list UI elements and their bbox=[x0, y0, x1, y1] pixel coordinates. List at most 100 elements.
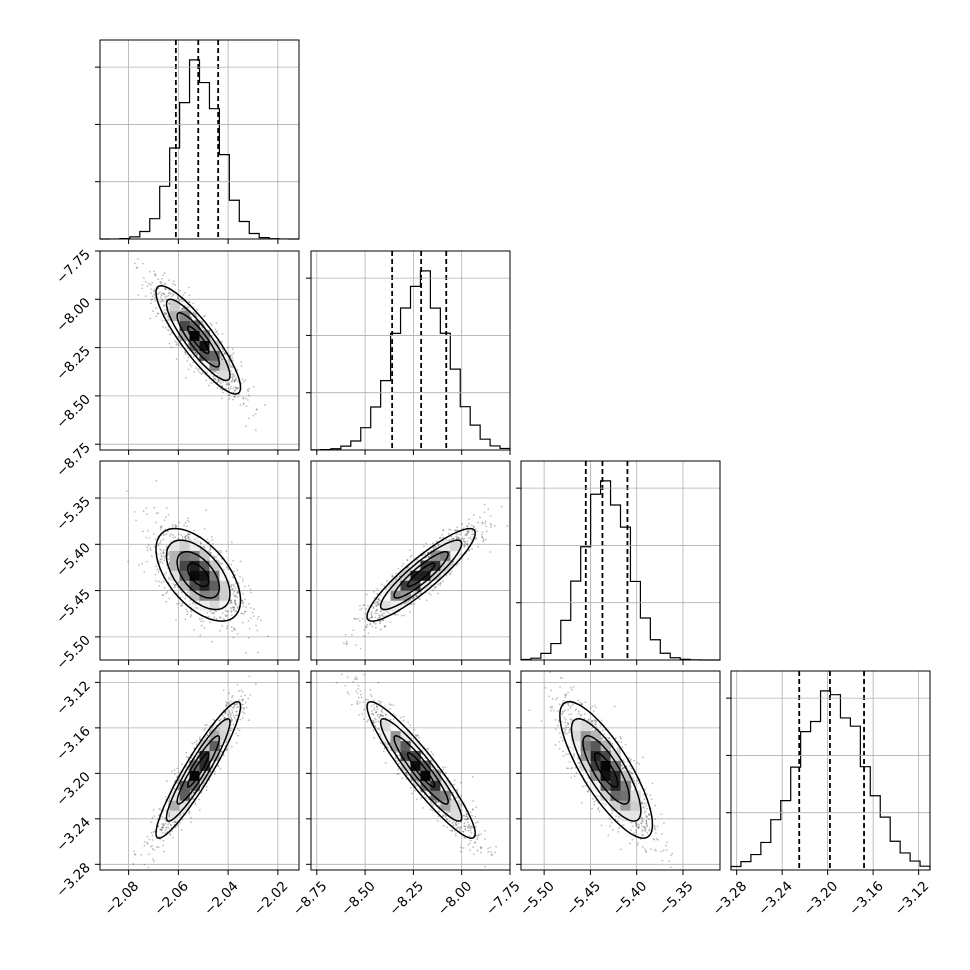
sample-point bbox=[223, 716, 226, 719]
sample-point bbox=[154, 299, 157, 302]
sample-point bbox=[173, 586, 176, 589]
sample-point bbox=[175, 343, 178, 346]
sample-point bbox=[376, 612, 378, 615]
sample-point bbox=[154, 273, 157, 276]
sample-point bbox=[160, 556, 163, 559]
sample-point bbox=[180, 308, 183, 311]
sample-point bbox=[227, 713, 229, 716]
sample-point bbox=[255, 408, 258, 411]
sample-point bbox=[471, 533, 474, 536]
sample-point bbox=[190, 821, 193, 824]
sample-point bbox=[164, 288, 167, 291]
sample-point bbox=[198, 809, 201, 811]
sample-point bbox=[471, 530, 474, 532]
sample-point bbox=[487, 508, 490, 511]
density-cell bbox=[199, 550, 210, 561]
sample-point bbox=[184, 353, 187, 356]
sample-point bbox=[148, 537, 151, 539]
sample-point bbox=[168, 815, 171, 818]
sample-point bbox=[164, 796, 167, 798]
sample-point bbox=[193, 741, 196, 744]
sample-point bbox=[404, 602, 406, 605]
sample-point bbox=[409, 603, 412, 606]
sample-point bbox=[217, 333, 220, 336]
sample-point bbox=[172, 534, 175, 537]
sample-point bbox=[228, 398, 231, 400]
sample-point bbox=[185, 538, 187, 540]
sample-point bbox=[188, 301, 191, 303]
sample-point bbox=[448, 528, 451, 531]
sample-point bbox=[125, 490, 128, 493]
sample-point bbox=[436, 540, 438, 543]
density-cell bbox=[169, 300, 180, 312]
sample-point bbox=[172, 293, 175, 295]
sample-point bbox=[456, 537, 458, 540]
sample-point bbox=[177, 824, 179, 827]
sample-point bbox=[181, 818, 184, 821]
sample-point bbox=[234, 600, 236, 603]
sample-point bbox=[189, 615, 192, 618]
sample-point bbox=[230, 601, 233, 604]
sample-point bbox=[436, 592, 439, 595]
sample-point bbox=[167, 558, 170, 561]
sample-point bbox=[186, 591, 189, 594]
sample-point bbox=[228, 711, 231, 714]
sample-point bbox=[157, 825, 160, 828]
sample-point bbox=[165, 506, 168, 509]
sample-point bbox=[159, 560, 162, 563]
sample-point bbox=[232, 636, 235, 639]
sample-point bbox=[381, 613, 384, 615]
sample-point bbox=[188, 294, 191, 297]
sample-point bbox=[230, 614, 233, 617]
sample-point bbox=[433, 587, 436, 590]
sample-point bbox=[164, 817, 166, 819]
sample-point bbox=[247, 637, 250, 639]
sample-point bbox=[156, 553, 159, 556]
sample-point bbox=[236, 703, 239, 705]
sample-point bbox=[163, 282, 166, 285]
sample-point bbox=[181, 591, 183, 594]
sample-point bbox=[186, 610, 189, 613]
sample-point bbox=[233, 380, 236, 383]
sample-point bbox=[164, 829, 167, 831]
sample-point bbox=[385, 588, 388, 591]
sample-point bbox=[404, 601, 407, 604]
sample-point bbox=[233, 585, 236, 588]
sample-point bbox=[369, 622, 372, 625]
sample-point bbox=[441, 536, 444, 539]
sample-point bbox=[245, 652, 248, 654]
sample-point bbox=[231, 630, 234, 632]
sample-point bbox=[157, 511, 159, 514]
sample-point bbox=[193, 311, 195, 314]
sample-point bbox=[256, 629, 259, 632]
sample-point bbox=[234, 603, 237, 606]
sample-point bbox=[187, 343, 190, 346]
sample-point bbox=[406, 558, 409, 561]
sample-point bbox=[159, 548, 161, 550]
sample-point bbox=[151, 281, 154, 284]
sample-point bbox=[370, 616, 373, 619]
sample-point bbox=[162, 538, 165, 541]
sample-point bbox=[184, 538, 187, 540]
sample-point bbox=[191, 742, 194, 745]
sample-point bbox=[184, 597, 186, 600]
sample-point bbox=[172, 583, 175, 585]
sample-point bbox=[477, 546, 480, 548]
sample-point bbox=[485, 530, 488, 533]
sample-point bbox=[170, 346, 173, 349]
sample-point bbox=[208, 384, 210, 387]
sample-point bbox=[378, 599, 381, 601]
sample-point bbox=[230, 585, 233, 588]
sample-point bbox=[154, 538, 157, 540]
sample-point bbox=[240, 382, 243, 385]
sample-point bbox=[232, 715, 235, 717]
sample-point bbox=[160, 554, 163, 557]
sample-point bbox=[181, 602, 184, 605]
density-cell bbox=[209, 350, 220, 361]
sample-point bbox=[250, 669, 252, 671]
sample-point bbox=[230, 365, 233, 368]
sample-point bbox=[220, 388, 222, 390]
sample-point bbox=[482, 540, 484, 543]
sample-point bbox=[470, 538, 473, 541]
